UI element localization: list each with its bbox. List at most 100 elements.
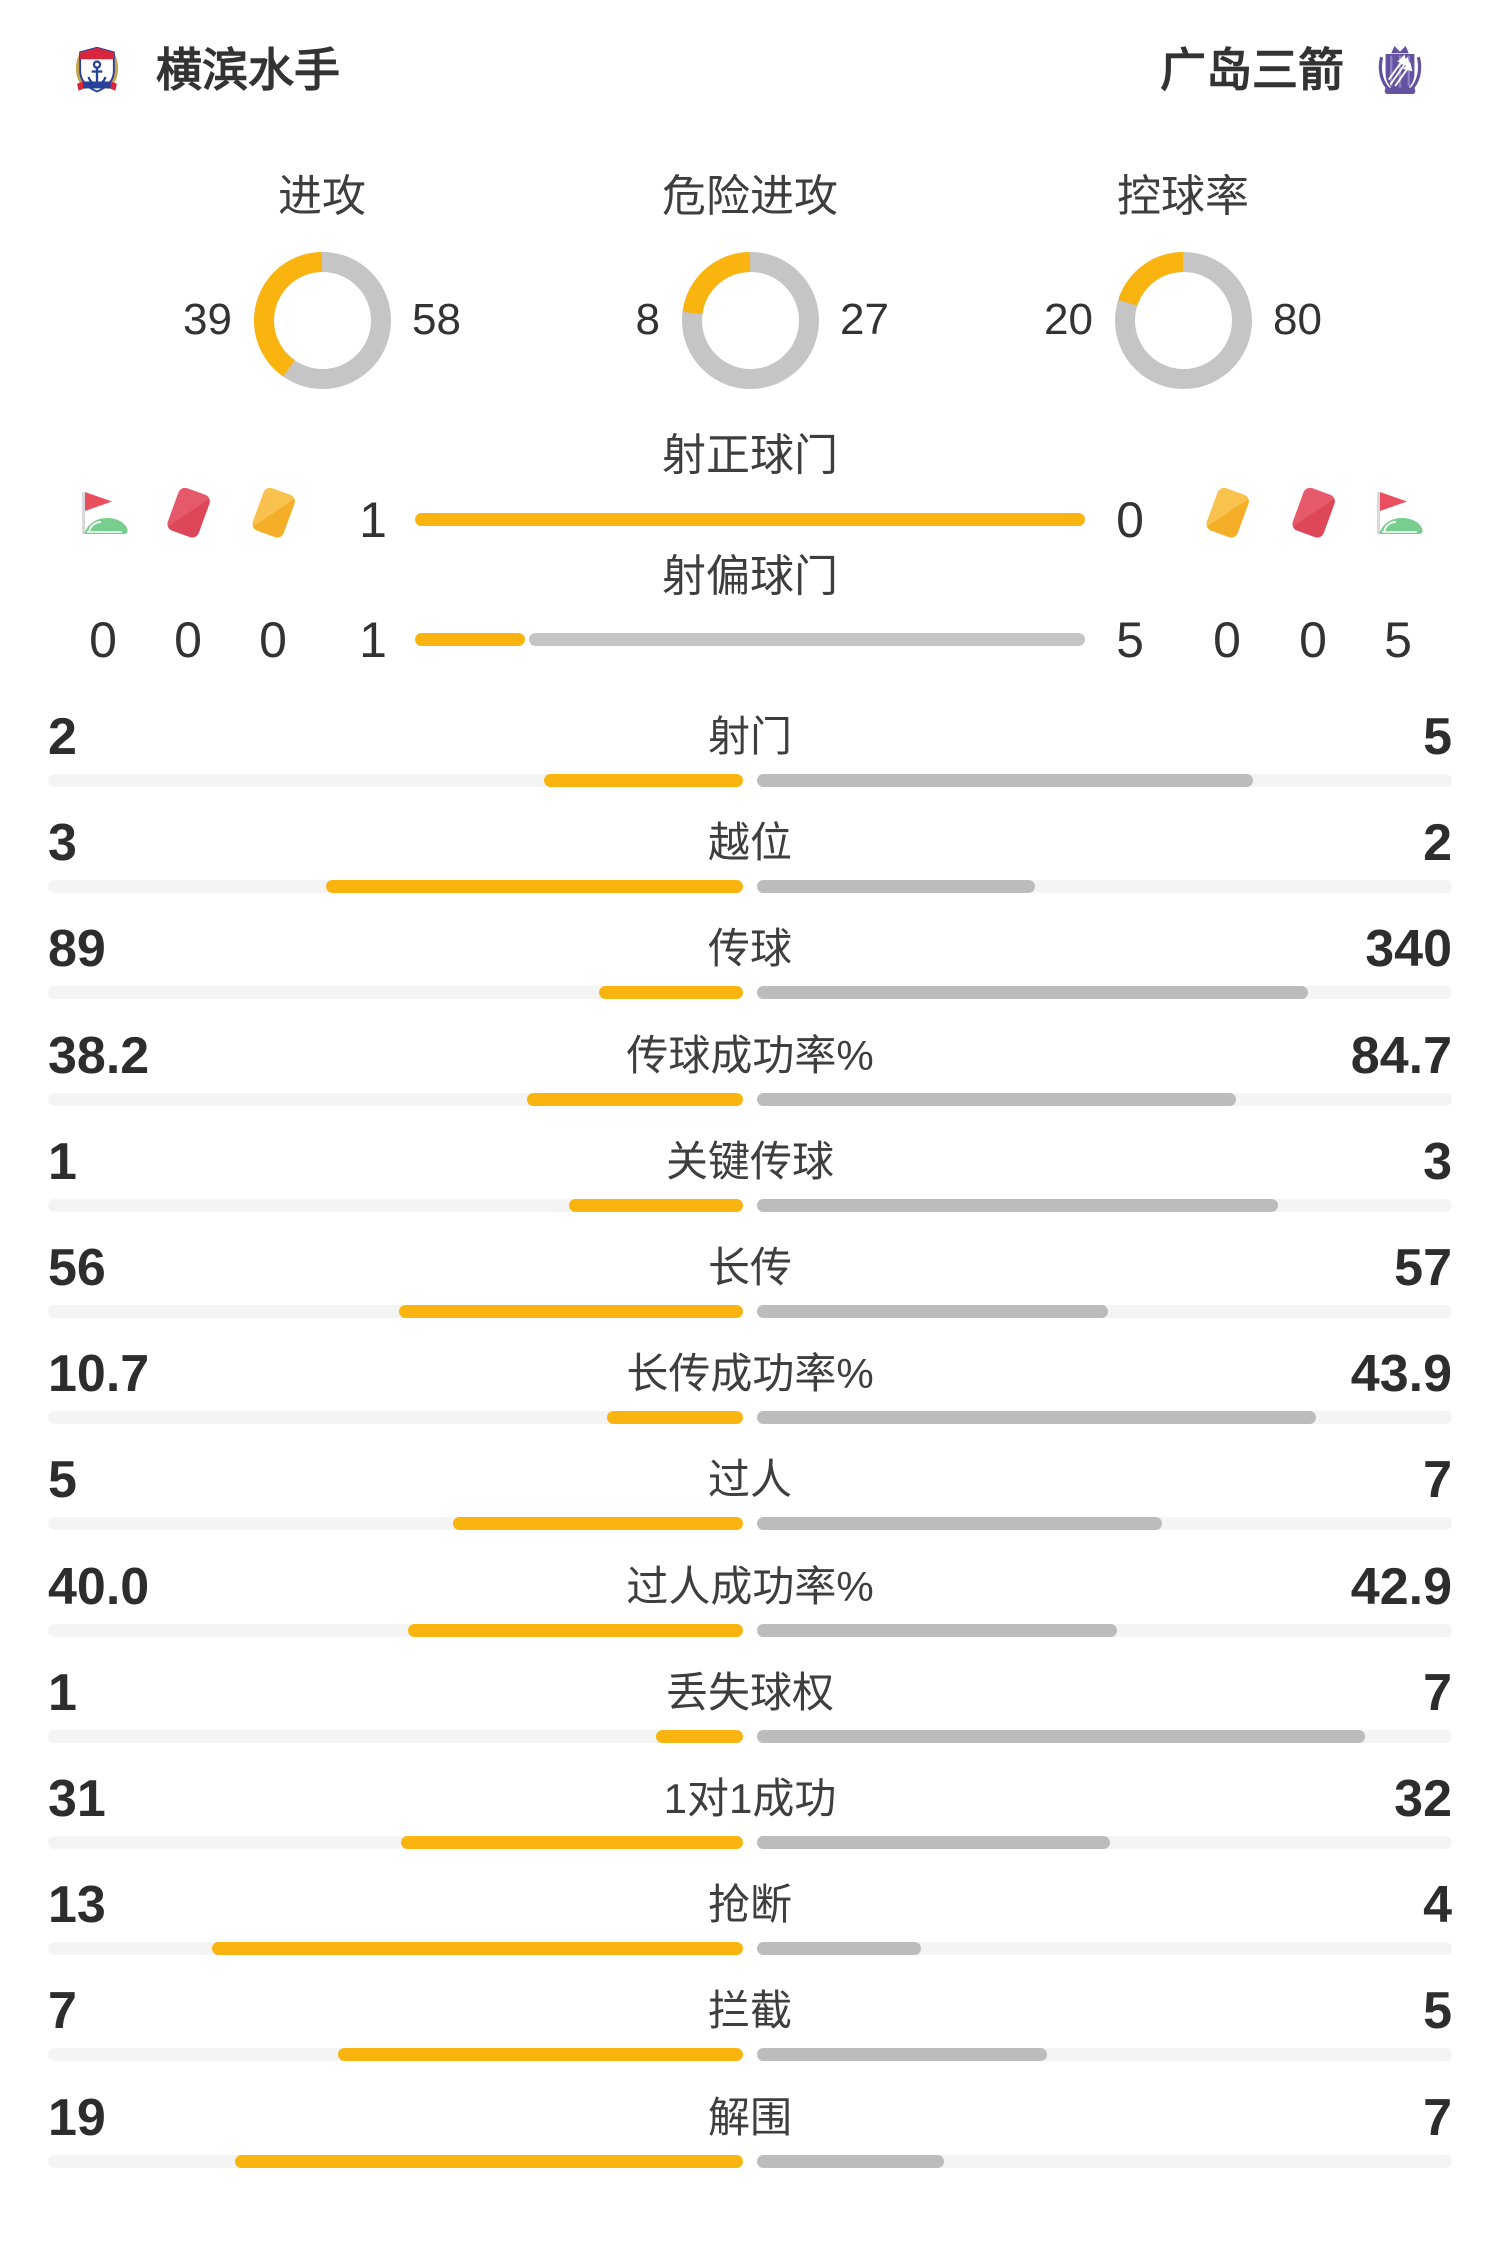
stat-bar-away-track [757,986,1452,999]
home-team-logo [74,44,120,96]
corner-flag-icon [1370,485,1426,541]
stat-bar-home-track [48,2155,743,2168]
home-red-card-count: 0 [174,612,202,668]
stat-bar-away-track [757,1942,1452,1955]
stat-bar-home-track [48,1942,743,1955]
stat-bar-away-fill [757,1836,1110,1849]
donut-home-value: 20 [1044,295,1093,344]
home-yellow-card-count: 0 [259,612,287,668]
shot-bar-home-value: 1 [359,492,387,548]
stat-bar-away-fill [757,1199,1278,1212]
stat-bar-away-track [757,2048,1452,2061]
stat-bar-home-fill [569,1199,743,1212]
stat-bar-away-fill [757,2048,1047,2061]
stat-bar-home-track [48,1093,743,1106]
stat-bar-away-fill [757,1093,1236,1106]
donut-home-value: 39 [183,295,232,344]
donut-away-value: 27 [840,295,889,344]
red-card-icon [160,485,216,541]
stat-away-value: 84.7 [1350,1027,1452,1085]
stat-bar-home-track [48,1624,743,1637]
yellow-card-icon [245,485,301,541]
stat-bar-away-track [757,880,1452,893]
stat-bar-home-track [48,1199,743,1212]
shot-bar-away-value: 0 [1116,492,1144,548]
stat-home-value: 89 [48,920,106,978]
stat-bar-home-fill [527,1093,743,1106]
stat-away-value: 7 [1423,2089,1452,2147]
red-card-icon [1285,485,1341,541]
away-team-logo [1376,44,1424,96]
stat-bar-away-track [757,774,1452,787]
stat-home-value: 1 [48,1133,77,1191]
stat-bar-home-fill [607,1411,743,1424]
stat-bar-away-track [757,1199,1452,1212]
stat-bar-home-track [48,880,743,893]
stat-bar-away-track [757,1517,1452,1530]
shot-bar [415,513,1085,526]
stat-label: 长传 [707,1244,792,1291]
stat-bar-away-fill [757,986,1308,999]
stat-bar-away-fill [757,1305,1108,1318]
stat-bar-away-track [757,1411,1452,1424]
stat-bar-home-fill [656,1730,743,1743]
stat-bar-home-fill [326,880,743,893]
donut-ring [681,251,819,389]
stat-label: 抢断 [707,1881,792,1928]
stat-label: 越位 [707,819,792,866]
stat-home-value: 31 [48,1770,106,1828]
shot-bar-label: 射偏球门 [662,552,838,601]
stat-bar-home-fill [599,986,743,999]
stat-label: 丢失球权 [665,1669,834,1716]
stat-bar-away-track [757,2155,1452,2168]
stat-bar-home-track [48,1730,743,1743]
sanfrecce-hiroshima-crest-icon [1378,46,1422,94]
stat-away-value: 32 [1394,1770,1452,1828]
stat-away-value: 340 [1365,920,1452,978]
stat-bar-home-track [48,1305,743,1318]
stat-bar-home-fill [544,774,743,787]
corner-flag-icon [75,485,131,541]
stat-bar-away-fill [757,1517,1162,1530]
stat-home-value: 10.7 [48,1345,150,1403]
stat-bar-home-fill [212,1942,743,1955]
stat-away-value: 5 [1423,708,1452,766]
stat-bar-away-track [757,1730,1452,1743]
donut-label: 进攻 [278,172,366,221]
stat-away-value: 5 [1423,1982,1452,2040]
stat-home-value: 19 [48,2089,106,2147]
stat-away-value: 4 [1423,1876,1452,1934]
home-team-name: 横滨水手 [156,44,340,96]
stat-label: 关键传球 [665,1138,834,1185]
stat-bar-home-fill [399,1305,743,1318]
stat-bar-home-fill [401,1836,743,1849]
stat-label: 拦截 [707,1987,792,2034]
stat-away-value: 57 [1394,1239,1452,1297]
stat-home-value: 38.2 [48,1027,150,1085]
stat-home-value: 2 [48,708,77,766]
stat-home-value: 56 [48,1239,106,1297]
yokohama-f-marinos-crest-icon [75,46,119,93]
stat-bar-away-fill [757,1942,921,1955]
stat-label: 过人 [707,1456,792,1503]
stat-bar-away-track [757,1836,1452,1849]
stat-bar-away-fill [757,1624,1117,1637]
stat-bar-away-fill [757,880,1035,893]
away-team-name: 广岛三箭 [1160,44,1344,96]
stat-away-value: 7 [1423,1664,1452,1722]
home-corner-flag-count: 0 [89,612,117,668]
stat-label: 射门 [707,713,792,760]
stat-home-value: 13 [48,1876,106,1934]
shot-bar-home-value: 1 [359,612,387,668]
shot-bar-home-fill [415,633,525,646]
stat-bar-home-track [48,1517,743,1530]
stat-bar-away-track [757,1093,1452,1106]
donut-away-value: 80 [1273,295,1322,344]
stat-label: 过人成功率% [626,1563,874,1610]
stat-away-value: 42.9 [1350,1558,1452,1616]
stat-label: 长传成功率% [626,1350,874,1397]
stat-bar-home-fill [408,1624,743,1637]
stat-bar-away-track [757,1305,1452,1318]
yellow-card-icon [1199,485,1255,541]
stat-away-value: 7 [1423,1451,1452,1509]
